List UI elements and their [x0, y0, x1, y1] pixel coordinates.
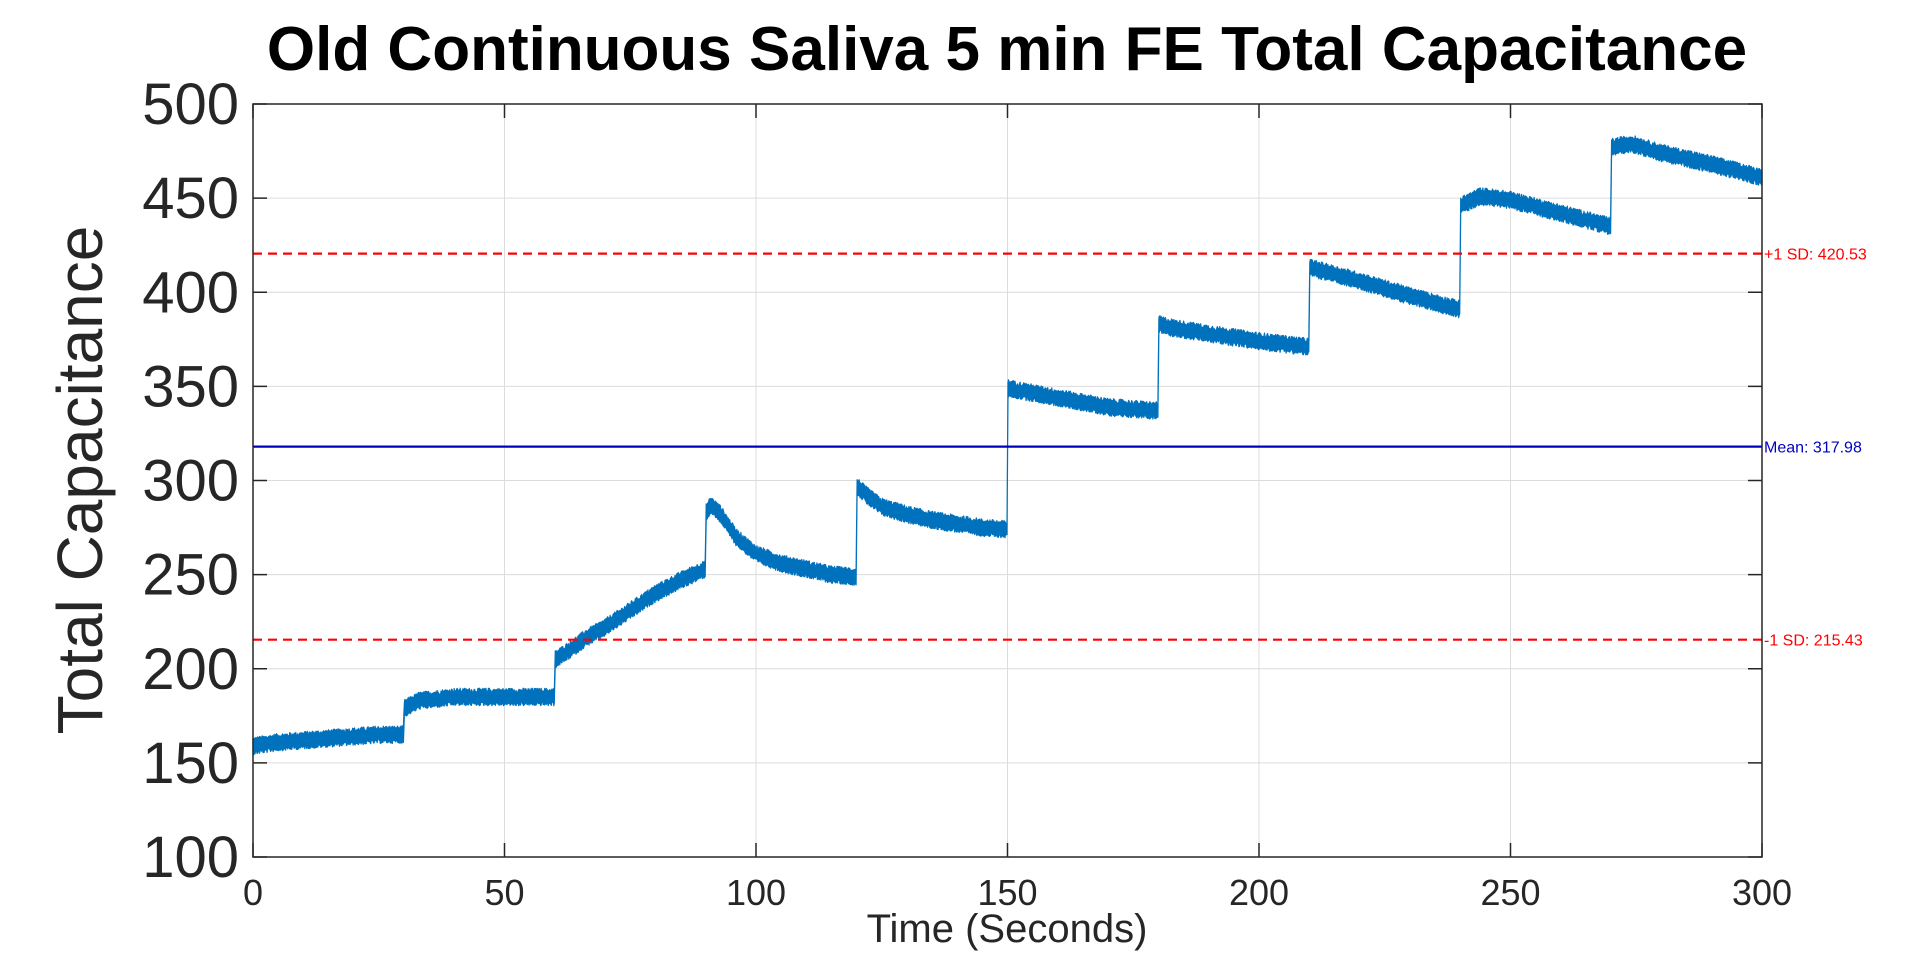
x-tick-label: 100: [726, 872, 786, 913]
y-tick-labels: 100 150 200 250 300 350 400 450 500: [142, 72, 239, 890]
x-tick-label: 150: [977, 872, 1037, 913]
y-tick-label: 250: [142, 543, 239, 608]
x-tick-label: 50: [484, 872, 524, 913]
y-tick-label: 200: [142, 637, 239, 702]
y-tick-label: 300: [142, 449, 239, 514]
x-axis-label: Time (Seconds): [867, 907, 1148, 951]
y-tick-label: 350: [142, 354, 239, 419]
reference-line-label: +1 SD: 420.53: [1764, 247, 1867, 264]
reference-line-label: Mean: 317.98: [1764, 440, 1862, 457]
reference-lines: +1 SD: 420.53 Mean: 317.98 -1 SD: 215.43: [253, 247, 1867, 650]
y-tick-label: 100: [142, 825, 239, 890]
x-tick-labels: 0 50 100 150 200 250 300: [243, 872, 1792, 913]
y-tick-label: 450: [142, 166, 239, 231]
chart-title: Old Continuous Saliva 5 min FE Total Cap…: [267, 15, 1747, 84]
y-tick-label: 150: [142, 731, 239, 796]
y-tick-label: 400: [142, 260, 239, 325]
y-axis-label: Total Capacitance: [44, 226, 116, 735]
tick-marks: [252, 103, 1763, 858]
x-tick-label: 300: [1732, 872, 1792, 913]
y-tick-label: 500: [142, 72, 239, 137]
reference-line-label: -1 SD: 215.43: [1764, 633, 1863, 650]
x-tick-label: 0: [243, 872, 263, 913]
x-tick-label: 200: [1229, 872, 1289, 913]
x-tick-label: 250: [1480, 872, 1540, 913]
